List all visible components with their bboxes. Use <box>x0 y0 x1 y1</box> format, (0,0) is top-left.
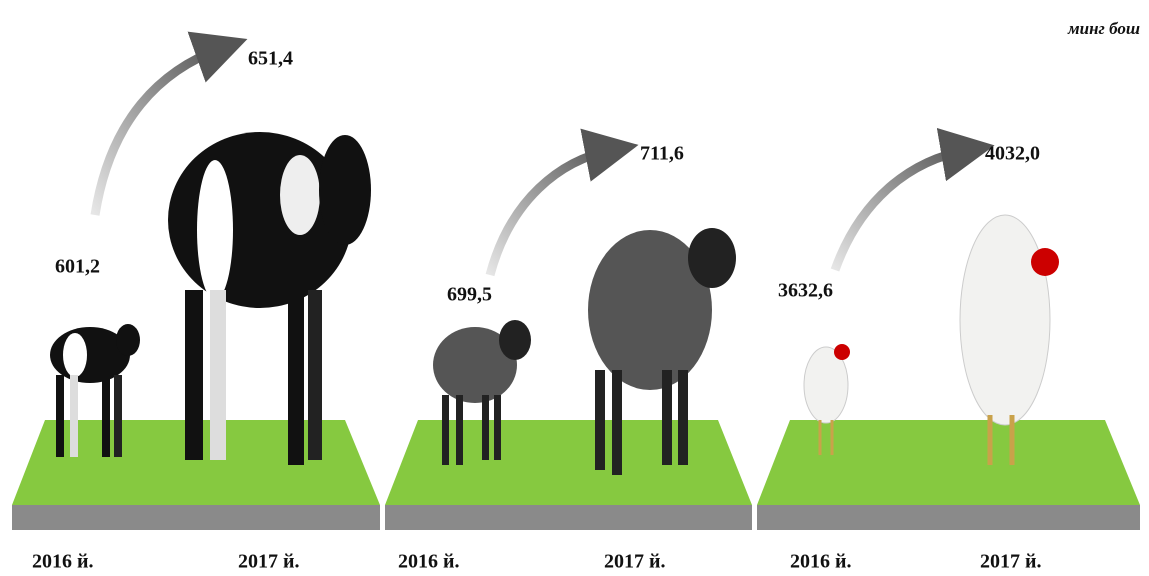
value-label: 4032,0 <box>985 143 1040 165</box>
value-label: 711,6 <box>640 143 684 165</box>
year-label: 2016 й. <box>790 551 852 573</box>
big-chicken <box>959 214 1059 465</box>
value-label: 699,5 <box>447 284 492 306</box>
big-cow <box>168 132 371 465</box>
year-label: 2017 й. <box>238 551 300 573</box>
value-label: 651,4 <box>248 48 293 70</box>
small-cow <box>50 324 140 457</box>
value-label: 3632,6 <box>778 280 833 302</box>
value-label: 601,2 <box>55 256 100 278</box>
year-label: 2016 й. <box>32 551 94 573</box>
year-label: 2017 й. <box>604 551 666 573</box>
year-label: 2017 й. <box>980 551 1042 573</box>
small-sheep <box>433 320 531 465</box>
big-sheep <box>588 228 736 475</box>
small-chicken <box>803 344 850 455</box>
platforms <box>12 420 1140 530</box>
year-label: 2016 й. <box>398 551 460 573</box>
arrows <box>90 31 995 277</box>
unit-label: минг бош <box>1067 19 1140 38</box>
